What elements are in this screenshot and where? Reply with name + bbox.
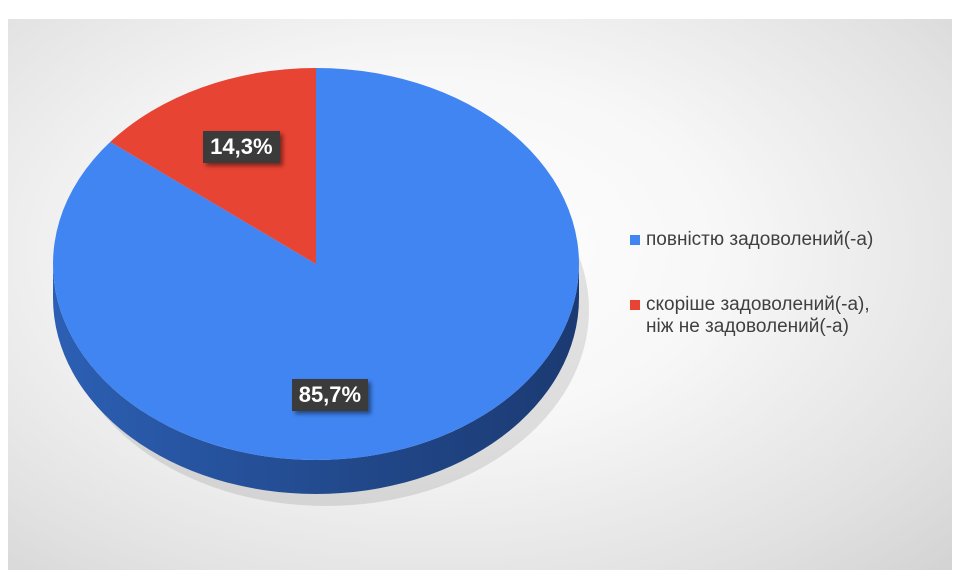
- legend-label-rather-satisfied: скоріше задоволений(-а), ніж не задоволе…: [646, 294, 870, 337]
- pie-chart: [53, 68, 589, 506]
- pie-side-wall: [53, 264, 579, 494]
- legend-item-fully-satisfied: повністю задоволений(-а): [626, 229, 946, 251]
- legend-item-rather-satisfied: скоріше задоволений(-а), ніж не задоволе…: [626, 294, 946, 338]
- legend-swatch-fully-satisfied: [630, 235, 640, 245]
- data-label-slice-1: 85,7%: [291, 379, 369, 412]
- pie-slice-fully-satisfied: [53, 68, 580, 460]
- pie-slice-rather-satisfied: [110, 68, 316, 264]
- cropped-heading: [0, 0, 955, 8]
- legend: повністю задоволений(-а) скоріше задовол…: [626, 229, 946, 381]
- chart-area: 85,7% 14,3% повністю задоволений(-а) ско…: [8, 19, 952, 570]
- legend-label-fully-satisfied: повністю задоволений(-а): [646, 229, 874, 250]
- data-label-slice-2: 14,3%: [203, 130, 280, 163]
- legend-swatch-rather-satisfied: [630, 300, 640, 310]
- cropped-heading-text: [0, 0, 955, 8]
